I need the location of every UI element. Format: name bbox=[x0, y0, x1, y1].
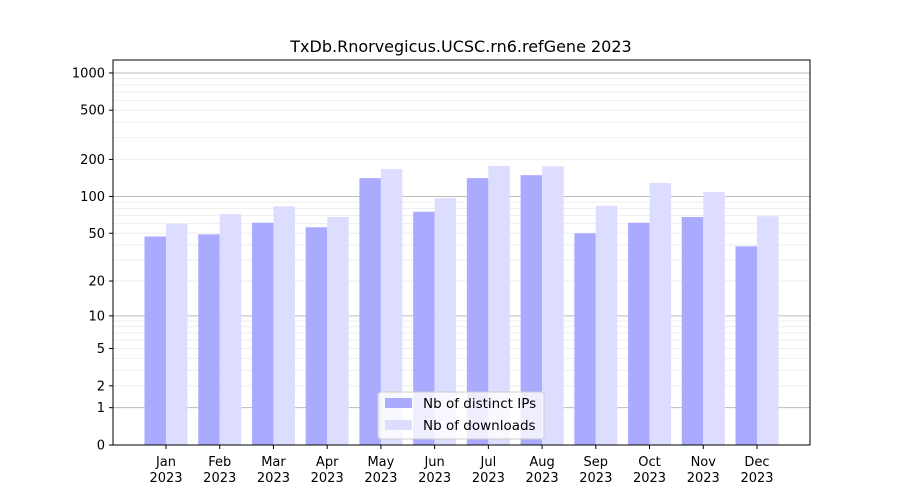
x-tick-label-line: 2023 bbox=[472, 471, 505, 486]
bar-downloads bbox=[542, 166, 564, 445]
legend: Nb of distinct IPs Nb of downloads bbox=[377, 391, 545, 440]
legend-label-downloads: Nb of downloads bbox=[423, 418, 536, 434]
x-tick-label-line: 2023 bbox=[687, 471, 720, 486]
x-tick-label: May 2023 bbox=[364, 455, 397, 486]
x-tick-label-line: Dec bbox=[744, 455, 769, 470]
x-tick-label-line: Jun bbox=[423, 455, 444, 470]
bar-downloads bbox=[757, 216, 779, 445]
y-tick-label: 2 bbox=[97, 379, 105, 394]
x-tick-label-line: 2023 bbox=[579, 471, 612, 486]
bar-ips bbox=[198, 234, 220, 445]
bar-ips bbox=[628, 222, 650, 445]
bar-downloads bbox=[649, 182, 672, 445]
bar-downloads bbox=[166, 223, 188, 445]
x-tick-label: Jun 2023 bbox=[418, 455, 451, 486]
x-tick-label-line: Nov bbox=[691, 455, 717, 470]
y-tick-label: 0 bbox=[97, 439, 105, 454]
bar-ips bbox=[251, 222, 274, 445]
x-tick-label: Jul 2023 bbox=[472, 455, 505, 486]
y-tick-label: 1000 bbox=[72, 66, 105, 81]
x-tick-label-line: 2023 bbox=[526, 471, 559, 486]
bar-ips bbox=[681, 216, 704, 445]
x-tick-label-line: Feb bbox=[208, 455, 231, 470]
chart-title: TxDb.Rnorvegicus.UCSC.rn6.refGene 2023 bbox=[289, 37, 631, 56]
y-tick-label: 5 bbox=[97, 342, 105, 357]
x-tick-label: Dec 2023 bbox=[740, 455, 773, 486]
bar-downloads bbox=[703, 191, 725, 445]
x-tick-label-line: 2023 bbox=[364, 471, 397, 486]
x-tick-label-line: Mar bbox=[261, 455, 286, 470]
bar-downloads bbox=[219, 213, 242, 445]
x-tick-label-line: Sep bbox=[584, 455, 609, 470]
bar-ips bbox=[305, 227, 328, 445]
plot-frame bbox=[112, 59, 811, 446]
x-tick-label-line: 2023 bbox=[418, 471, 451, 486]
x-tick-label: Feb 2023 bbox=[203, 455, 236, 486]
x-tick-label: Oct 2023 bbox=[633, 455, 666, 486]
bar-ips bbox=[359, 178, 381, 445]
x-tick-label-line: Oct bbox=[638, 455, 660, 470]
legend-label-ips: Nb of distinct IPs bbox=[423, 396, 536, 412]
y-tick-label: 10 bbox=[88, 309, 105, 324]
bar-downloads bbox=[595, 205, 618, 445]
x-tick-label-line: 2023 bbox=[740, 471, 773, 486]
x-tick-label-line: 2023 bbox=[633, 471, 666, 486]
x-tick-label-line: Jan bbox=[155, 455, 176, 470]
x-tick-label-line: Jul bbox=[480, 455, 497, 470]
bar-downloads bbox=[434, 198, 457, 445]
x-tick-label: Nov 2023 bbox=[687, 455, 720, 486]
y-tick-label: 20 bbox=[88, 275, 105, 290]
y-tick-label: 500 bbox=[80, 104, 105, 119]
x-tick-label: Sep 2023 bbox=[579, 455, 612, 486]
bar-ips bbox=[574, 233, 596, 445]
x-tick-label: Apr 2023 bbox=[311, 455, 344, 486]
bar-downloads bbox=[488, 165, 510, 445]
legend-swatch-ips bbox=[385, 398, 412, 408]
y-axis: 0 1 2 5 10 20 50 100 200 500 1000 bbox=[72, 66, 113, 454]
y-tick-label: 1 bbox=[97, 401, 105, 416]
x-tick-label-line: 2023 bbox=[311, 471, 344, 486]
x-tick-label-line: May bbox=[367, 455, 394, 470]
y-tick-label: 100 bbox=[80, 190, 105, 205]
x-tick-label-line: 2023 bbox=[203, 471, 236, 486]
bars bbox=[144, 165, 779, 446]
bar-ips bbox=[144, 236, 166, 445]
x-tick-label-line: 2023 bbox=[257, 471, 290, 486]
x-tick-label: Aug 2023 bbox=[526, 455, 559, 486]
bar-ips bbox=[520, 175, 543, 446]
legend-box bbox=[377, 391, 545, 440]
bar-downloads bbox=[327, 216, 349, 445]
x-tick-label: Mar 2023 bbox=[257, 455, 290, 486]
x-tick-label: Jan 2023 bbox=[149, 455, 182, 486]
x-tick-label-line: Apr bbox=[316, 455, 339, 470]
bar-ips bbox=[413, 211, 435, 445]
bar-downloads bbox=[273, 206, 295, 445]
bar-ips bbox=[735, 246, 757, 445]
y-tick-label: 200 bbox=[80, 153, 105, 168]
bar-downloads bbox=[380, 169, 403, 445]
x-tick-label-line: Aug bbox=[529, 455, 554, 470]
legend-swatch-downloads bbox=[385, 420, 412, 430]
bar-ips bbox=[466, 178, 489, 445]
y-tick-label: 50 bbox=[88, 227, 105, 242]
x-tick-label-line: 2023 bbox=[149, 471, 182, 486]
